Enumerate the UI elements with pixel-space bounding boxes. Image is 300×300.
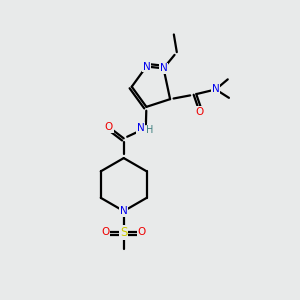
Text: O: O (101, 227, 110, 237)
Text: N: N (142, 61, 150, 71)
Text: S: S (120, 226, 127, 239)
Text: N: N (120, 206, 128, 216)
Text: N: N (212, 84, 220, 94)
Text: N: N (136, 123, 144, 133)
Text: N: N (160, 63, 167, 73)
Text: O: O (195, 107, 204, 117)
Text: O: O (138, 227, 146, 237)
Text: O: O (105, 122, 113, 132)
Text: H: H (146, 124, 153, 134)
